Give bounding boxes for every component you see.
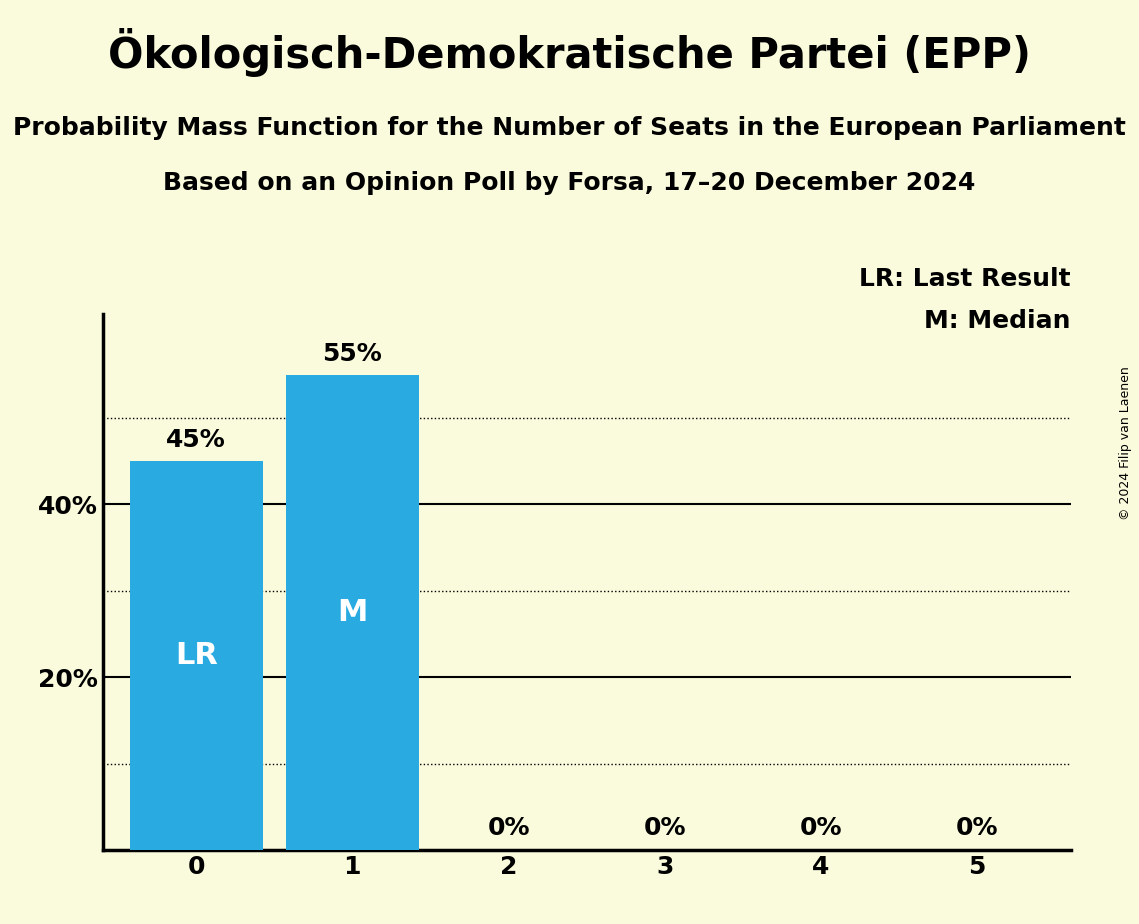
Text: 55%: 55% — [322, 342, 383, 366]
Bar — [286, 374, 419, 850]
Text: LR: Last Result: LR: Last Result — [859, 267, 1071, 291]
Text: 0%: 0% — [956, 816, 998, 840]
Text: Ökologisch-Demokratische Partei (EPP): Ökologisch-Demokratische Partei (EPP) — [108, 28, 1031, 77]
Bar — [130, 461, 263, 850]
Text: M: Median: M: Median — [924, 309, 1071, 333]
Text: 45%: 45% — [166, 429, 226, 453]
Text: 0%: 0% — [644, 816, 686, 840]
Text: Probability Mass Function for the Number of Seats in the European Parliament: Probability Mass Function for the Number… — [13, 116, 1126, 140]
Text: 0%: 0% — [487, 816, 530, 840]
Text: Based on an Opinion Poll by Forsa, 17–20 December 2024: Based on an Opinion Poll by Forsa, 17–20… — [163, 171, 976, 195]
Text: 0%: 0% — [800, 816, 842, 840]
Text: M: M — [337, 598, 368, 626]
Text: LR: LR — [174, 641, 218, 670]
Text: © 2024 Filip van Laenen: © 2024 Filip van Laenen — [1118, 367, 1132, 520]
